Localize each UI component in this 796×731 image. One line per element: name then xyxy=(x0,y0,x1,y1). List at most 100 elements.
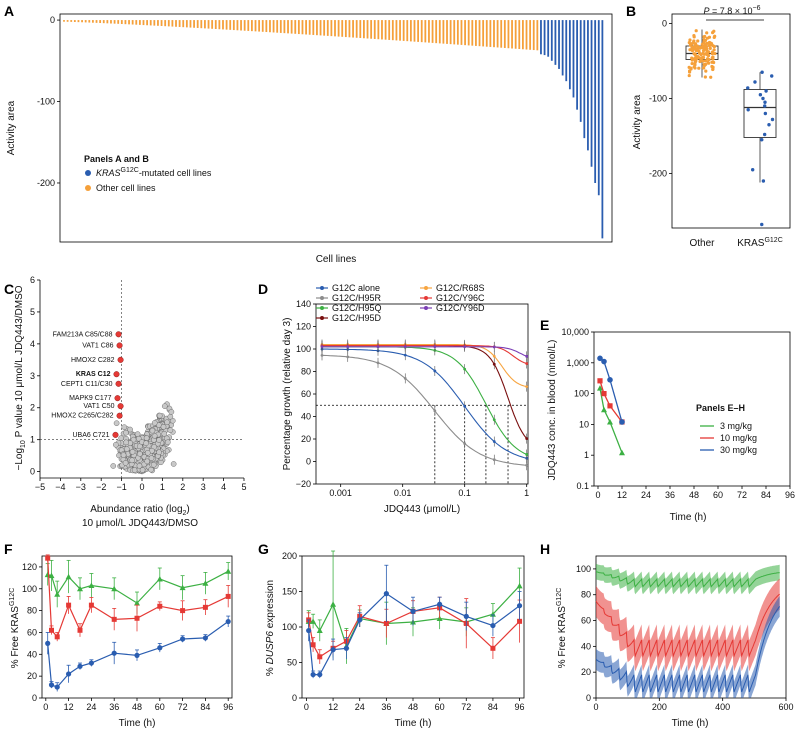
panel-b-point-other xyxy=(702,41,706,45)
panel-f-point xyxy=(179,584,186,591)
panel-f-ytick-label: 120 xyxy=(22,562,37,572)
panel-e-xtick-label: 24 xyxy=(641,490,651,500)
panel-b-point-kras xyxy=(760,222,764,227)
panel-b-point-other xyxy=(692,65,696,69)
panel-d-point xyxy=(433,409,437,413)
panel-b-point-other xyxy=(695,57,699,61)
panel-c-point-label: FAM213A C85/C88 xyxy=(53,331,113,338)
panel-e-xtick-label: 84 xyxy=(761,490,771,500)
panel-c-point xyxy=(122,460,129,466)
panel-b-point-kras xyxy=(746,86,750,90)
panel-h-xlabel: Time (h) xyxy=(672,718,709,729)
panel-b-point-other xyxy=(712,48,716,52)
panel-g-point xyxy=(383,620,389,626)
panel-c-point xyxy=(161,431,168,437)
panel-b-box xyxy=(743,89,777,138)
panel-c-xtick-label: −2 xyxy=(96,482,106,492)
panel-label-c: C xyxy=(4,281,14,297)
panel-c-highlight-point xyxy=(117,356,124,363)
panel-b-point-other xyxy=(688,70,692,74)
panel-d-point xyxy=(346,345,350,349)
panel-a: A 0 -100 -200 Activity area Cell lines Pan… xyxy=(4,3,613,265)
panel-b-point-other xyxy=(698,45,702,49)
panel-d-ytick-label: 0 xyxy=(306,457,311,467)
panel-g-point xyxy=(310,618,317,624)
panel-f-xtick-label: 48 xyxy=(132,702,142,712)
panel-d-point xyxy=(433,369,437,373)
panel-b-point-kras xyxy=(770,117,775,122)
panel-d-xtick-label: 1 xyxy=(524,488,529,498)
panel-b-point-other xyxy=(710,50,715,54)
panel-d-legend-label: G12C/R68S xyxy=(436,283,485,293)
panel-a-ytick-label: 0 xyxy=(50,15,55,25)
panel-f: F 0 12 24 36 48 60 72 84 96 0 20 40 60 80 100 120 % Fre… xyxy=(4,541,233,729)
panel-b-pvalue: P = 7.8 × 10−6 xyxy=(703,5,760,16)
panel-e-point xyxy=(601,358,607,365)
panel-g-point xyxy=(489,611,496,617)
panel-e-point xyxy=(597,355,603,362)
panel-b-point-other xyxy=(688,48,692,52)
panel-c-highlight-point xyxy=(113,371,120,378)
panel-f-point xyxy=(54,684,60,690)
panel-d-curve xyxy=(322,346,527,357)
panel-c-point xyxy=(144,458,150,465)
panel-c-xtick-label: −3 xyxy=(76,482,86,492)
panel-e-line xyxy=(599,380,623,423)
panel-h: H 0 200 400 600 0 20 40 60 80 100 % Free KRASG12C… xyxy=(540,541,794,729)
panel-g-point xyxy=(330,647,336,653)
panel-c-point xyxy=(129,457,135,464)
panel-e-xtick-label: 60 xyxy=(713,490,723,500)
panel-f-ytick-label: 80 xyxy=(27,606,37,616)
panel-d-legend-label: G12C/Y96C xyxy=(436,293,485,303)
panel-c-point xyxy=(124,446,130,452)
panel-f-point xyxy=(88,660,94,666)
panel-b-point-other xyxy=(713,51,717,56)
panel-f-line xyxy=(47,570,229,604)
panel-c-point xyxy=(165,439,171,446)
panel-b-point-other xyxy=(712,35,716,40)
panel-c-xtick-label: −4 xyxy=(55,482,65,492)
panel-c-point xyxy=(134,431,141,437)
panel-d-xtick-label: 0.01 xyxy=(394,488,412,498)
panel-c-point xyxy=(136,463,143,469)
panel-c-xlabel-line1: Abundance ratio (log2) xyxy=(90,504,190,517)
panel-label-b: B xyxy=(626,3,636,19)
panel-c-highlight-point xyxy=(115,331,122,338)
panel-e-point xyxy=(607,377,613,383)
panel-e-xtick-label: 0 xyxy=(595,490,600,500)
panel-b-point-kras xyxy=(763,111,768,116)
panel-c-point xyxy=(137,451,143,457)
panel-c-ytick-label: 4 xyxy=(30,339,35,349)
panel-e-frame xyxy=(593,331,791,487)
panel-b-point-kras xyxy=(758,93,763,97)
panel-g-xtick-label: 24 xyxy=(355,702,365,712)
panel-label-e: E xyxy=(540,317,549,333)
panel-f-point xyxy=(202,635,208,641)
panel-d-point xyxy=(525,385,529,389)
panel-c-point-label: HMOX2 C282 xyxy=(71,357,115,364)
panel-a-ylabel: Activity area xyxy=(6,100,17,155)
panel-d-point xyxy=(492,418,496,422)
panel-b-point-other xyxy=(707,43,712,48)
panel-c-point xyxy=(156,449,162,456)
panel-f-point xyxy=(134,652,140,659)
panel-b-point-other xyxy=(696,39,700,43)
panel-c-point xyxy=(151,420,158,426)
panel-f-point xyxy=(202,604,208,610)
panel-d-legend-marker xyxy=(424,306,428,310)
panel-c-xtick-label: 0 xyxy=(139,482,144,492)
panel-d-legend-marker xyxy=(320,296,324,300)
panel-c: C −5 −4 −3 −2 −1 0 1 2 3 4 5 0 1 2 3 4 5 6 FAM213A C85/C88… xyxy=(4,275,247,529)
panel-c-highlight-point xyxy=(114,395,121,402)
panel-b-ytick-label: -100 xyxy=(649,94,667,104)
panel-b-point-other xyxy=(706,53,711,58)
panel-c-point xyxy=(143,440,149,446)
panel-f-point xyxy=(45,640,51,646)
panel-d-point xyxy=(492,458,496,462)
panel-f-xtick-label: 12 xyxy=(64,702,74,712)
panel-a-bars xyxy=(63,20,604,239)
panel-b-ytick-label: -200 xyxy=(649,169,667,179)
panel-f-point xyxy=(65,573,72,580)
panel-g-point xyxy=(310,671,316,678)
